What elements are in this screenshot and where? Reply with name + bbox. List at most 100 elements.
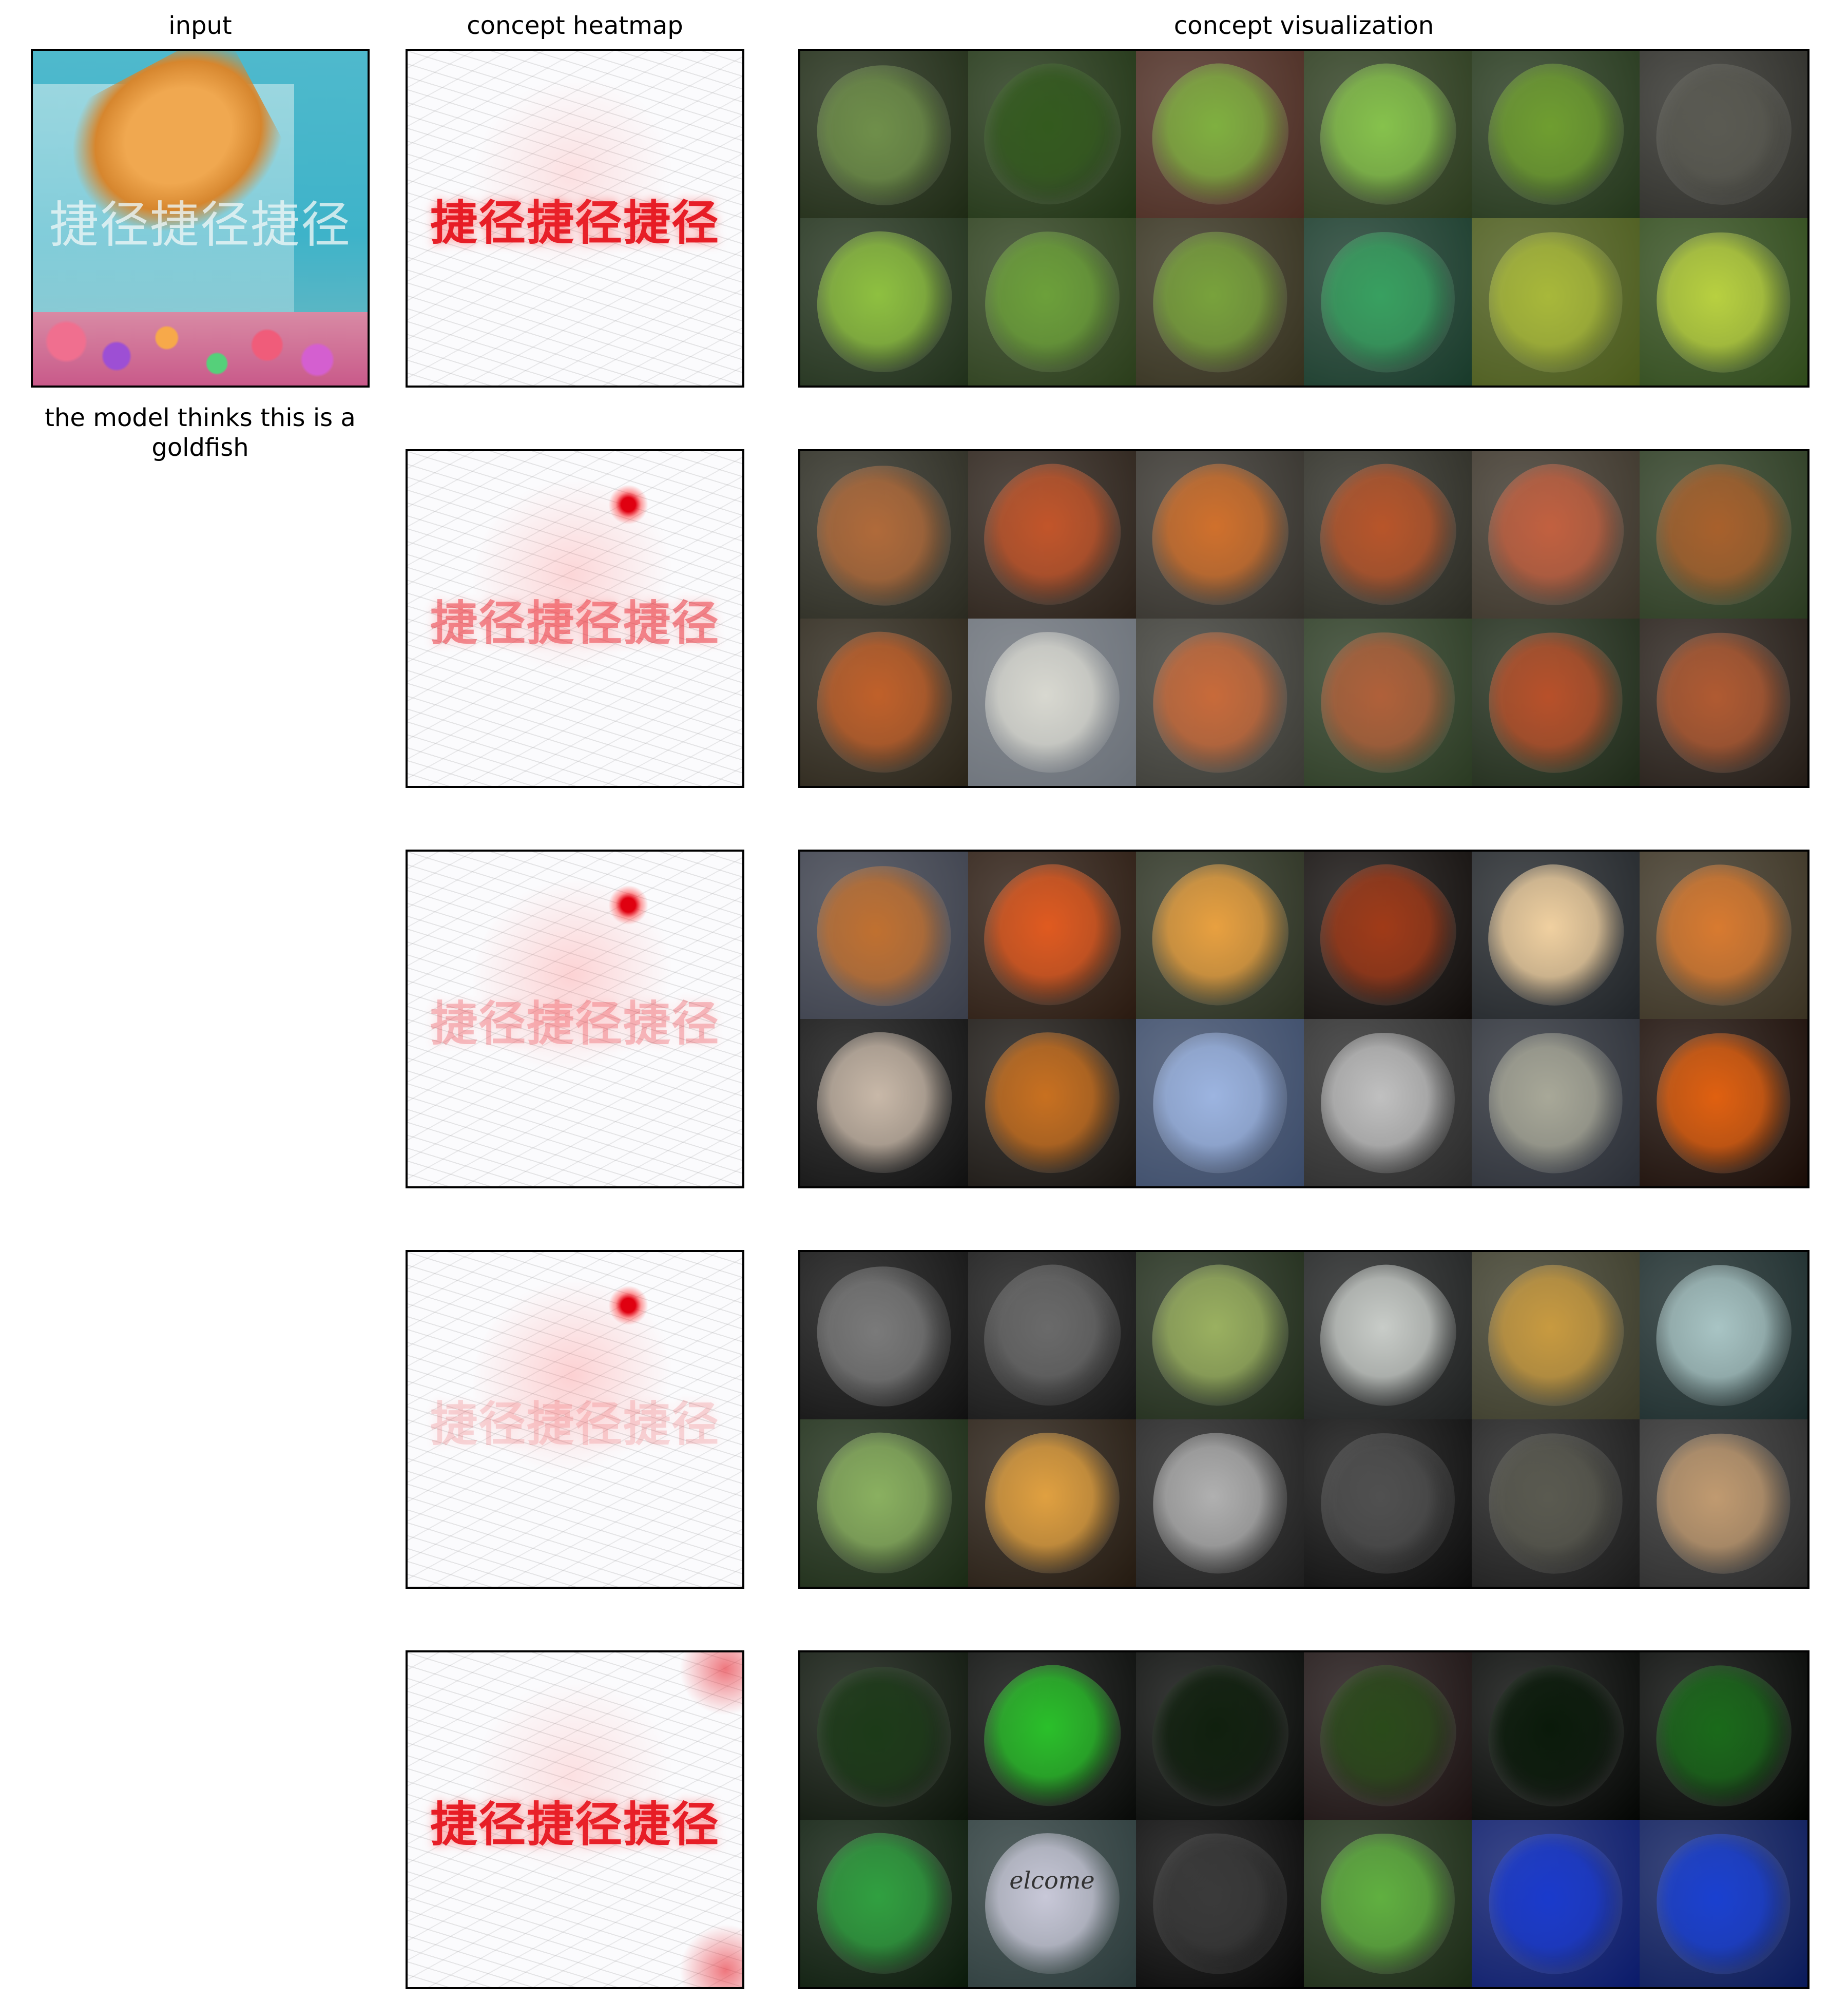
blue-jelly-icon: blue-jelly-icon xyxy=(1642,1820,1805,1987)
concept-tile: robin-branch-icon xyxy=(1136,1019,1304,1186)
concept-tile: red-panda-head-icon xyxy=(1472,451,1640,619)
tile-sign-text: elcome xyxy=(1009,1866,1095,1895)
green-arc-icon: green-arc-icon xyxy=(1479,1657,1632,1815)
concept-tile: red-panda-icon xyxy=(968,451,1136,619)
green-discs-icon: green-discs-icon xyxy=(1308,1654,1468,1818)
needle-icon: needle-icon xyxy=(1148,1828,1292,1978)
leaf-icon: leaf-icon xyxy=(984,230,1121,374)
meerkat-icon: meerkat-icon xyxy=(1642,1419,1805,1587)
robin-icon: robin-icon xyxy=(800,852,968,1019)
ivy-leaves-icon: ivy-leaves-icon xyxy=(1312,224,1463,380)
robin-branch-icon: robin-branch-icon xyxy=(1148,1028,1292,1178)
concept-tile: fox-sleeping-icon xyxy=(1640,619,1807,786)
red-panda-face-icon: red-panda-face-icon xyxy=(1308,453,1468,617)
fish-eye-icon: fish-eye-icon xyxy=(1479,1257,1632,1415)
concept-tile: green-pufferfish-icon xyxy=(800,1419,968,1587)
concept-tile: red-panda-front-icon xyxy=(1472,619,1640,786)
concept-tile: green-blob-icon xyxy=(800,1820,968,1987)
concept-tile: fish-eye-icon xyxy=(1472,1252,1640,1419)
concept-tile: green-discs-icon xyxy=(1304,1652,1472,1820)
welcome-sign-icon: welcome-sign-icon xyxy=(984,1832,1121,1975)
stove-icon: stove-icon xyxy=(814,1030,954,1176)
fish-outline-glow xyxy=(433,51,710,311)
input-watermark: 捷径捷径捷径 xyxy=(49,196,351,254)
concept-visualization-1: plant-stems-iconcucumber-leaf-icongreen-… xyxy=(798,49,1810,388)
concept-tile: fox-in-snow-icon xyxy=(968,619,1136,786)
fish-outline-glow xyxy=(433,451,710,711)
concept-tile: pufferfish-green-icon xyxy=(1136,1252,1304,1419)
concept-tile: spotted-pufferfish-icon xyxy=(1640,1252,1807,1419)
concept-tile: meerkat-icon xyxy=(1640,1419,1807,1587)
heatmap-text: 捷径捷径捷径 xyxy=(408,1786,742,1855)
plant-stems-icon: plant-stems-icon xyxy=(800,51,968,218)
concept-tile: monkey-icon xyxy=(1640,451,1807,619)
fox-sleeping-icon: fox-sleeping-icon xyxy=(1642,619,1805,786)
red-panda-front-icon: red-panda-front-icon xyxy=(1477,621,1634,783)
wheel-hub-icon: wheel-hub-icon xyxy=(1148,1428,1292,1578)
fish-outline-glow xyxy=(433,852,710,1112)
concept-tile: red-panda-sleeping-icon xyxy=(1304,619,1472,786)
concept-tile: yellow-fish-icon xyxy=(968,1419,1136,1587)
glowing-leaf-icon: glowing-leaf-icon xyxy=(800,1652,968,1820)
fireplace-icon: fireplace-icon xyxy=(1308,853,1468,1017)
concept-tile: green-cells-icon xyxy=(1304,1820,1472,1987)
green-dots-icon: green-dots-icon xyxy=(1650,1660,1797,1812)
visualization-column-title: concept visualization xyxy=(1173,11,1434,40)
yellow-flower-icon: yellow-flower-icon xyxy=(1479,55,1632,214)
pufferfish-head-icon: pufferfish-head-icon xyxy=(1308,1254,1468,1418)
pellet-stove-icon: pellet-stove-icon xyxy=(1312,1025,1463,1181)
concept-tile: welcome-sign-iconelcome xyxy=(968,1820,1136,1987)
green-cells-icon: green-cells-icon xyxy=(1312,1825,1463,1981)
concept-tile: goldfish-icon xyxy=(1472,1019,1640,1186)
goldfish-icon: goldfish-icon xyxy=(1477,1022,1634,1184)
prediction-caption: the model thinks this is a goldfish xyxy=(45,403,356,462)
fire-icon: fire-icon xyxy=(968,852,1136,1019)
yellow-fish-icon: yellow-fish-icon xyxy=(984,1431,1121,1575)
concept-tile: pellet-stove-icon xyxy=(1304,1019,1472,1186)
concept-tile: wheel-hub-icon xyxy=(1136,1419,1304,1587)
concept-tile: green-glow-icon xyxy=(968,1652,1136,1820)
concept-tile: fireplace-flames-icon xyxy=(1640,1019,1807,1186)
concept-tile: robin-perched-icon xyxy=(1640,852,1807,1019)
concept-tile: green-arc-icon xyxy=(1472,1652,1640,1820)
stove-window-icon: stove-window-icon xyxy=(1479,856,1632,1014)
input-column-title: input xyxy=(168,11,232,40)
oil-filter-icon: oil-filter-icon xyxy=(800,1252,968,1419)
concept-tile: fox-portrait-icon xyxy=(1136,619,1304,786)
heatmap-text: 捷径捷径捷径 xyxy=(408,185,742,253)
yellow-leaf-icon: yellow-leaf-icon xyxy=(1642,218,1805,386)
concept-tile: fox-face-icon xyxy=(800,451,968,619)
concept-tile: tendril-icon xyxy=(800,218,968,386)
camera-lens-icon: camera-lens-icon xyxy=(1312,1425,1463,1581)
green-glow-icon: green-glow-icon xyxy=(968,1652,1136,1820)
green-blob-icon: green-blob-icon xyxy=(814,1831,954,1976)
concept-tile: squash-icon xyxy=(1472,218,1640,386)
concept-tile: goldfish-blur-icon xyxy=(1136,852,1304,1019)
filter-canister-icon: filter-canister-icon xyxy=(968,1252,1136,1419)
heatmap-corner-glow xyxy=(675,1920,742,1987)
fireplace-flames-icon: fireplace-flames-icon xyxy=(1642,1019,1805,1186)
heatmap-eye-hotspot xyxy=(608,885,649,926)
concept-tile: vine-icon xyxy=(1136,218,1304,386)
concept-tile: green-stem-icon xyxy=(1136,51,1304,218)
monkey-icon: monkey-icon xyxy=(1650,459,1797,611)
heatmap-column-title: concept heatmap xyxy=(467,11,683,40)
lizard-eye-icon: lizard-eye-icon xyxy=(1477,1422,1634,1584)
concept-tile: blue-jelly-icon xyxy=(1640,1820,1807,1987)
concept-heatmap-2: 捷径捷径捷径 xyxy=(406,449,744,788)
concept-tile: blue-water-icon xyxy=(1472,1820,1640,1987)
heatmap-eye-hotspot xyxy=(608,1285,649,1326)
squash-icon: squash-icon xyxy=(1477,221,1634,383)
concept-heatmap-1: 捷径捷径捷径 xyxy=(406,49,744,388)
concept-tile: filter-canister-icon xyxy=(968,1252,1136,1419)
fish-outline-glow xyxy=(433,1652,710,1913)
concept-tile: yellow-leaf-icon xyxy=(1640,218,1807,386)
heatmap-text: 捷径捷径捷径 xyxy=(408,986,742,1054)
pebbles-icon: pebbles-icon xyxy=(1650,59,1797,210)
concept-tile: red-panda-face-icon xyxy=(1304,451,1472,619)
concept-heatmap-5: 捷径捷径捷径 xyxy=(406,1650,744,1989)
heatmap-eye-hotspot xyxy=(608,485,649,525)
vine-icon: vine-icon xyxy=(1148,227,1292,377)
gravel-icon xyxy=(33,312,368,386)
red-panda-head-icon: red-panda-head-icon xyxy=(1479,456,1632,614)
